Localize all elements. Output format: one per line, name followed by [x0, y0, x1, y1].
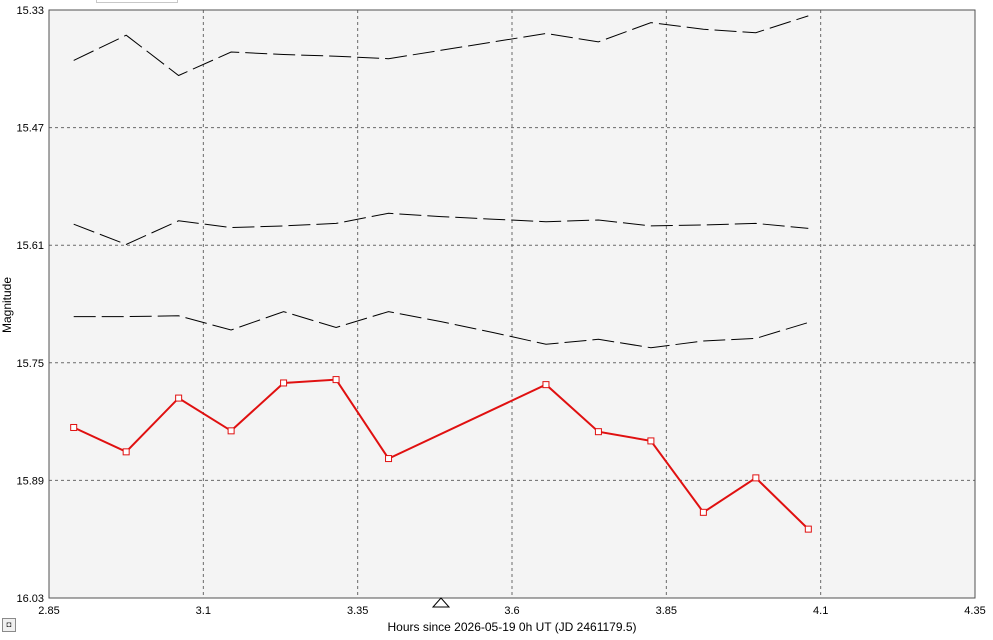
- data-point[interactable]: [804, 525, 812, 533]
- options-button[interactable]: ◘: [2, 618, 16, 632]
- grid: [49, 10, 975, 598]
- series-layer: [70, 15, 812, 533]
- data-point[interactable]: [70, 423, 78, 431]
- x-tick-label: 3.35: [347, 605, 368, 617]
- tick-labels: 2.85 3.1 3.35 3.6 3.85 4.1 4.35 15.33 15.47 15.61…: [16, 5, 985, 617]
- y-tick-label: 15.61: [16, 240, 44, 252]
- data-point[interactable]: [332, 376, 340, 384]
- data-point[interactable]: [280, 379, 288, 387]
- series-line-1: [73, 15, 809, 77]
- plot-frame: [48, 9, 976, 599]
- y-axis-label: Magnitude: [0, 277, 14, 333]
- data-point[interactable]: [122, 448, 130, 456]
- top-tab: [96, 0, 178, 3]
- x-tick-label: 3.6: [504, 605, 519, 617]
- data-point[interactable]: [752, 474, 760, 482]
- series-line-3: [73, 311, 809, 349]
- y-tick-label: 15.89: [16, 475, 44, 487]
- x-tick-label: 4.35: [964, 605, 985, 617]
- data-point[interactable]: [385, 455, 393, 463]
- y-tick-label: 15.33: [16, 5, 44, 17]
- x-tick-label: 2.85: [38, 605, 59, 617]
- x-tick-label: 4.1: [813, 605, 828, 617]
- y-tick-label: 15.47: [16, 123, 44, 135]
- data-point[interactable]: [594, 428, 602, 436]
- data-point[interactable]: [175, 394, 183, 402]
- data-point[interactable]: [227, 427, 235, 435]
- y-tick-label: 16.03: [16, 593, 44, 605]
- x-tick-label: 3.1: [196, 605, 211, 617]
- y-tick-label: 15.75: [16, 358, 44, 370]
- time-marker-icon[interactable]: [431, 597, 451, 608]
- data-point[interactable]: [699, 508, 707, 516]
- data-point[interactable]: [542, 381, 550, 389]
- x-axis-label: Hours since 2026-05-19 0h UT (JD 2461179…: [387, 620, 636, 634]
- data-point[interactable]: [647, 437, 655, 445]
- x-tick-label: 3.85: [656, 605, 677, 617]
- series-line-2: [73, 212, 809, 245]
